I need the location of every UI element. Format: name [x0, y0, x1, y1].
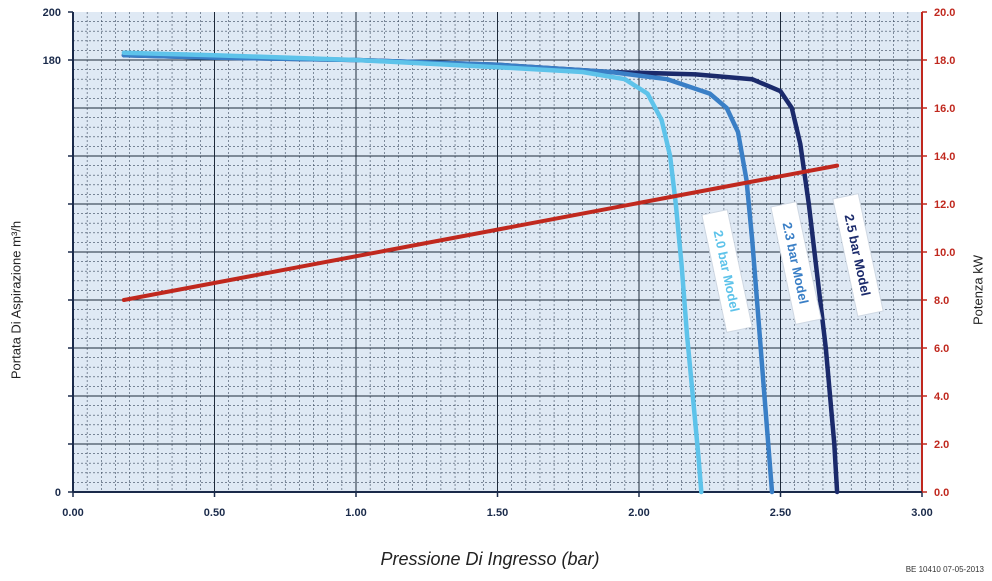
y-right-tick-label: 16.0 [934, 103, 955, 115]
y-right-tick-label: 6.0 [934, 343, 949, 355]
x-axis-label: Pressione Di Ingresso (bar) [380, 549, 600, 569]
y-right-tick-label: 2.0 [934, 439, 949, 451]
y-left-tick-label: 180 [43, 55, 61, 67]
model-annotation-box [832, 193, 884, 317]
y-right-tick-label: 12.0 [934, 199, 955, 211]
grid [73, 12, 922, 492]
y-axis-right-title: Potenza kW [966, 120, 990, 460]
y-axis-left-title: Portata Di Aspirazione m³/h [4, 100, 28, 500]
y-right-tick-label: 0.0 [934, 487, 949, 499]
y-right-tick-label: 14.0 [934, 151, 955, 163]
y-right-tick-label: 20.0 [934, 7, 955, 19]
document-code: BE 10410 07-05-2013 [905, 565, 984, 574]
y-left-tick-label: 0 [55, 487, 61, 499]
x-tick-label: 1.50 [487, 507, 508, 519]
model-annotation-box [701, 209, 753, 333]
y-right-tick-label: 18.0 [934, 55, 955, 67]
x-tick-label: 0.00 [62, 507, 83, 519]
y-axis-left-label: Portata Di Aspirazione m³/h [8, 220, 24, 380]
series-line-power [121, 163, 840, 302]
x-tick-label: 2.00 [628, 507, 649, 519]
y-right-tick-label: 10.0 [934, 247, 955, 259]
x-tick-label: 0.50 [204, 507, 225, 519]
x-tick-label: 1.00 [345, 507, 366, 519]
model-annotation-box [770, 201, 822, 325]
y-right-tick-label: 8.0 [934, 295, 949, 307]
y-left-tick-label: 200 [43, 7, 61, 19]
y-axis-right-label: Potenza kW [970, 254, 986, 326]
model-annotation: 2.3 bar Model [770, 201, 822, 325]
y-right-tick-label: 4.0 [934, 391, 949, 403]
x-tick-label: 3.00 [911, 507, 932, 519]
series-line-2-0-bar [121, 50, 704, 495]
x-tick-label: 2.50 [770, 507, 791, 519]
